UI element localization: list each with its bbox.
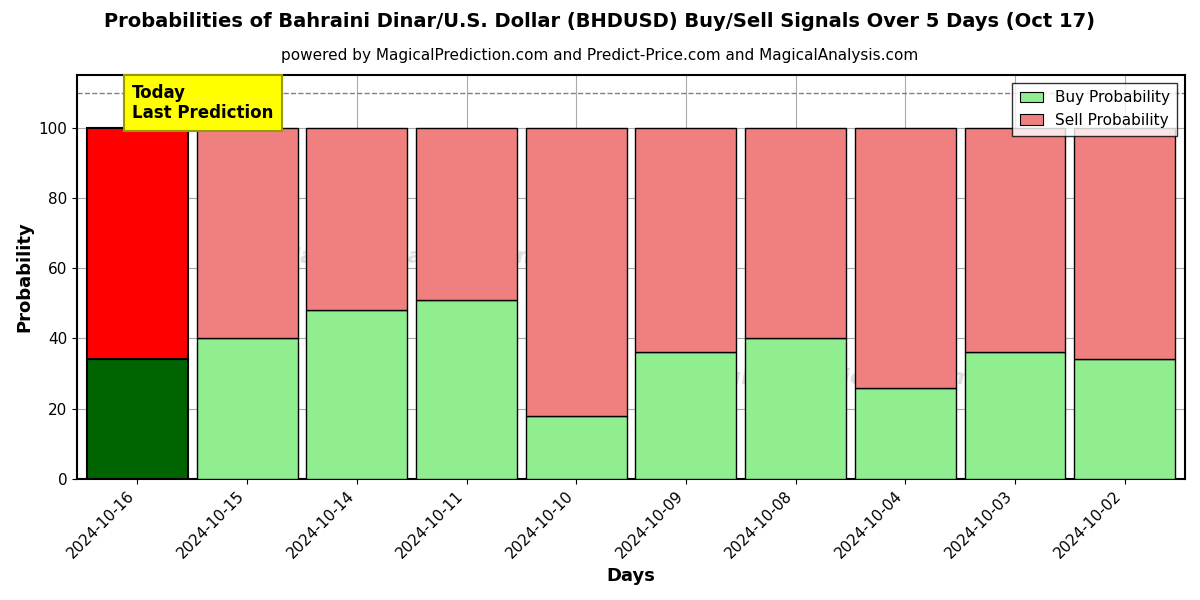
Bar (306, 310, 407, 479)
Bar (526, 416, 626, 479)
Bar (197, 128, 298, 338)
Bar (965, 128, 1066, 352)
Text: Probabilities of Bahraini Dinar/U.S. Dollar (BHDUSD) Buy/Sell Signals Over 5 Day: Probabilities of Bahraini Dinar/U.S. Dol… (104, 12, 1096, 31)
Text: MagicalAnalysis.com: MagicalAnalysis.com (280, 247, 540, 267)
Bar (526, 128, 626, 416)
Bar (416, 128, 517, 300)
Y-axis label: Probability: Probability (14, 221, 32, 332)
Text: MagicalPrediction.com: MagicalPrediction.com (689, 368, 973, 388)
Bar (1074, 128, 1175, 359)
Bar (636, 128, 737, 352)
Bar (88, 128, 188, 359)
Bar (854, 388, 955, 479)
Text: Today
Last Prediction: Today Last Prediction (132, 83, 274, 122)
Legend: Buy Probability, Sell Probability: Buy Probability, Sell Probability (1012, 83, 1177, 136)
Bar (854, 128, 955, 388)
Bar (306, 128, 407, 310)
Bar (745, 128, 846, 338)
Text: powered by MagicalPrediction.com and Predict-Price.com and MagicalAnalysis.com: powered by MagicalPrediction.com and Pre… (281, 48, 919, 63)
Bar (1074, 359, 1175, 479)
Bar (965, 352, 1066, 479)
Bar (88, 359, 188, 479)
Bar (416, 300, 517, 479)
Bar (197, 338, 298, 479)
X-axis label: Days: Days (607, 567, 655, 585)
Bar (636, 352, 737, 479)
Bar (745, 338, 846, 479)
